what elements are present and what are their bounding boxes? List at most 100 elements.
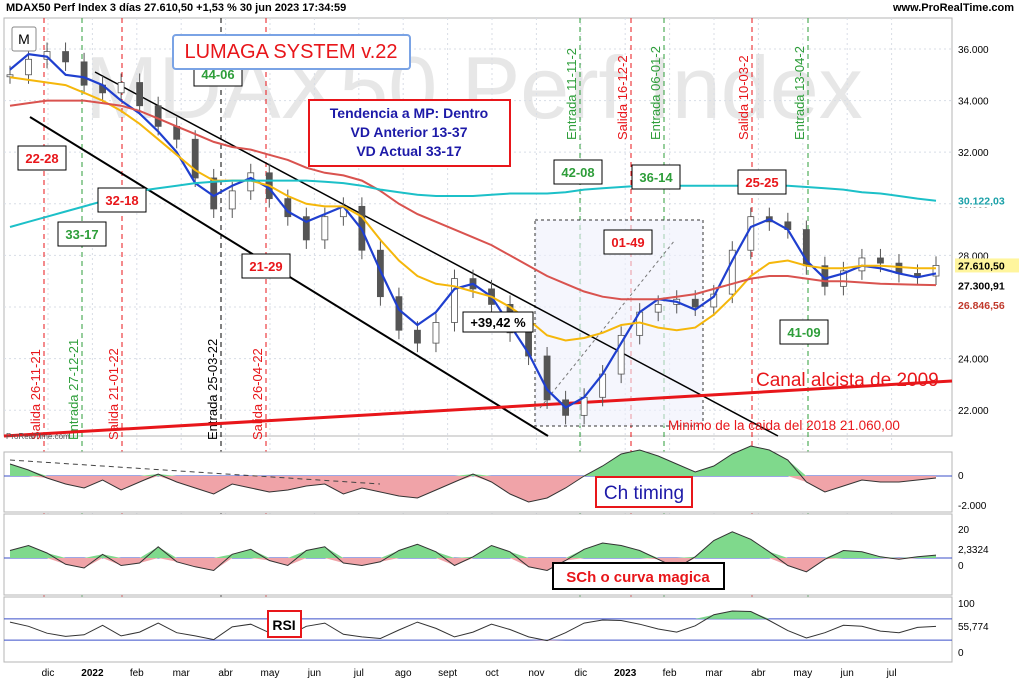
x-tick-label: jun bbox=[840, 668, 854, 679]
x-tick-label: mar bbox=[705, 668, 723, 679]
candle-body bbox=[840, 270, 847, 287]
y-tick-label: 24.000 bbox=[958, 355, 989, 366]
candle-body bbox=[395, 296, 403, 331]
candle-body bbox=[710, 293, 718, 308]
x-tick-label: may bbox=[793, 668, 812, 679]
rsi-overbought-area bbox=[10, 611, 936, 619]
signal-label: Salida 10-03-2 bbox=[736, 55, 751, 140]
ma_mid-line bbox=[9, 76, 936, 342]
x-tick-label: may bbox=[261, 668, 280, 679]
chart-header-title: MDAX50 Perf Index 3 días 27.610,50 +1,53… bbox=[6, 2, 346, 14]
signal-label: Salida 26-04-22 bbox=[250, 348, 265, 440]
score-box bbox=[17, 145, 67, 171]
x-tick-label: feb bbox=[663, 668, 677, 679]
candle-body bbox=[914, 273, 921, 277]
score-box bbox=[779, 319, 829, 345]
price-tag-bg bbox=[955, 298, 1019, 313]
ch-timing-line bbox=[9, 445, 937, 503]
price-tag-label: 30.122,03 bbox=[958, 196, 1005, 208]
candle-body bbox=[80, 61, 88, 86]
score-label: 33-17 bbox=[65, 227, 98, 242]
sch-positive-area bbox=[10, 531, 936, 558]
score-box bbox=[603, 229, 653, 255]
sch-y-tick: 0 bbox=[958, 561, 964, 572]
score-box bbox=[97, 187, 147, 213]
trend-label: Canal alcista de 2009 bbox=[756, 370, 939, 391]
price-tag-bg bbox=[955, 193, 1019, 208]
sch-y-tick: 20 bbox=[958, 525, 970, 536]
candle-body bbox=[747, 216, 755, 251]
candle-body bbox=[321, 216, 329, 241]
ma_slow-line bbox=[9, 99, 937, 301]
score-box bbox=[737, 169, 787, 195]
signal-label: Entrada 11-11-2 bbox=[564, 48, 579, 140]
x-tick-label: sept bbox=[438, 668, 457, 679]
score-box bbox=[241, 253, 291, 279]
candle-body bbox=[6, 74, 14, 78]
price-tag-label: 27.300,91 bbox=[958, 280, 1005, 292]
score-label: 25-25 bbox=[745, 175, 778, 190]
price-tag-bg bbox=[955, 258, 1019, 273]
x-tick-label: nov bbox=[528, 668, 544, 679]
ch-timing-trend-line bbox=[9, 459, 381, 485]
signal-label: Salida 26-11-21 bbox=[28, 349, 43, 440]
x-tick-label: abr bbox=[218, 668, 233, 679]
score-box bbox=[553, 159, 603, 185]
candle-body bbox=[617, 334, 625, 375]
score-label: 41-09 bbox=[787, 325, 820, 340]
x-tick-label: abr bbox=[751, 668, 766, 679]
score-label: 44-06 bbox=[201, 67, 234, 82]
sch-line bbox=[9, 531, 937, 573]
pct-label: +39,42 % bbox=[470, 315, 526, 330]
status-line: VD Actual 33-17 bbox=[356, 143, 462, 159]
status-line: Tendencia a MP: Dentro bbox=[330, 105, 488, 121]
candle-body bbox=[691, 298, 699, 308]
rsi-label-box bbox=[267, 610, 302, 638]
ch-timing-label-box bbox=[595, 476, 693, 508]
y-tick-label: 32.000 bbox=[958, 148, 989, 159]
header-title: MDAX50 Perf Index 3 días 27.610,50 +1,53… bbox=[6, 2, 347, 14]
trend-line-2009 bbox=[3, 379, 953, 438]
candle-body bbox=[654, 304, 662, 313]
candle-body bbox=[191, 138, 199, 179]
score-box bbox=[57, 221, 107, 247]
candle-body bbox=[228, 190, 236, 210]
site-link[interactable]: www.ProRealTime.com bbox=[892, 2, 1014, 14]
score-label: 36-14 bbox=[639, 170, 673, 185]
y-tick-label: 28.000 bbox=[958, 251, 989, 262]
system-label-box bbox=[172, 34, 411, 70]
y-tick-label: 34.000 bbox=[958, 97, 989, 108]
y-tick-label: 36.000 bbox=[958, 45, 989, 56]
score-label: 42-08 bbox=[561, 165, 594, 180]
score-label: 22-28 bbox=[25, 151, 58, 166]
m-button-box bbox=[11, 26, 37, 52]
x-tick-label: jul bbox=[353, 668, 364, 679]
candle-body bbox=[580, 396, 588, 416]
ch-timing-positive-area bbox=[10, 446, 936, 476]
chart-header-site[interactable]: www.ProRealTime.com bbox=[893, 2, 1014, 14]
rsi-y-tick: 100 bbox=[958, 599, 975, 610]
rsi-y-tick: 0 bbox=[958, 648, 964, 659]
x-tick-label: 2023 bbox=[614, 668, 637, 679]
candle-body bbox=[62, 51, 69, 63]
candle-body bbox=[136, 82, 144, 107]
candle-body bbox=[25, 58, 32, 76]
status-box bbox=[308, 99, 511, 167]
score-box bbox=[631, 164, 681, 190]
x-tick-label: jun bbox=[307, 668, 321, 679]
price-tag-label: 26.846,56 bbox=[958, 300, 1005, 312]
score-label: 32-18 bbox=[105, 193, 138, 208]
candle-body bbox=[302, 216, 310, 241]
rsi-label: RSI bbox=[272, 617, 295, 633]
ch-timing-y-tick: 0 bbox=[958, 471, 964, 482]
x-tick-label: ago bbox=[395, 668, 412, 679]
ma_fast-line bbox=[9, 52, 937, 409]
candle-body bbox=[858, 257, 866, 272]
candle-body bbox=[154, 105, 162, 127]
ch-timing-y-tick: -2.000 bbox=[958, 501, 987, 512]
candle-body bbox=[432, 322, 440, 344]
price-tag-label: 27.610,50 bbox=[958, 260, 1005, 272]
signal-label: Entrada 25-03-22 bbox=[205, 339, 220, 440]
candle-body bbox=[451, 278, 458, 323]
